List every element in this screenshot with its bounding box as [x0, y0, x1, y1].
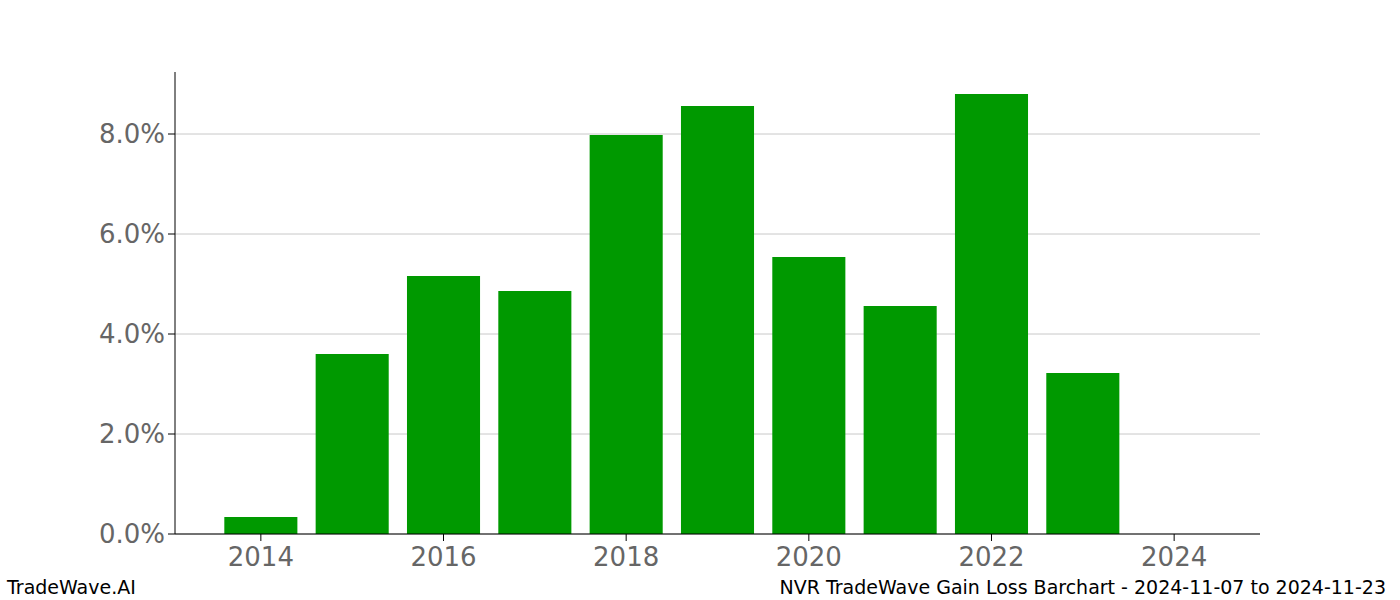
bar	[772, 257, 845, 534]
title: NVR TradeWave Gain Loss Barchart - 2024-…	[780, 576, 1387, 598]
bar	[224, 517, 297, 534]
x-tick-label: 2020	[776, 542, 842, 572]
bar	[407, 276, 480, 534]
x-tick-label: 2016	[410, 542, 476, 572]
y-tick	[168, 234, 175, 235]
x-tick-label: 2024	[1141, 542, 1207, 572]
x-tick	[626, 534, 627, 541]
y-tick-label: 4.0%	[99, 319, 165, 349]
bar	[681, 106, 754, 534]
x-tick	[260, 534, 261, 541]
y-tick-label: 6.0%	[99, 219, 165, 249]
bars	[224, 94, 1119, 534]
x-tick	[808, 534, 809, 541]
grid-line	[175, 534, 1260, 535]
y-tick	[168, 134, 175, 135]
y-tick	[168, 434, 175, 435]
bar	[498, 291, 571, 534]
chart: 0.0% 2.0% 4.0% 6.0% 8.0% 2014 2016 2018 2020 2022…	[0, 0, 1400, 600]
bar	[1046, 373, 1119, 534]
x-tick	[1174, 534, 1175, 541]
y-tick-label: 2.0%	[99, 419, 165, 449]
bar	[590, 135, 663, 534]
bar	[955, 94, 1028, 534]
x-tick-label: 2014	[228, 542, 294, 572]
y-tick	[168, 534, 175, 535]
x-tick-label: 2022	[958, 542, 1024, 572]
x-tick-label: 2018	[593, 542, 659, 572]
x-tick	[443, 534, 444, 541]
annotation: TradeWave.AI	[6, 576, 136, 598]
y-tick-label: 8.0%	[99, 119, 165, 149]
bar	[864, 306, 937, 534]
bar	[316, 354, 389, 534]
x-tick	[991, 534, 992, 541]
y-axis	[175, 72, 176, 534]
y-tick-label: 0.0%	[99, 519, 165, 549]
x-axis	[175, 534, 1260, 535]
y-tick	[168, 334, 175, 335]
